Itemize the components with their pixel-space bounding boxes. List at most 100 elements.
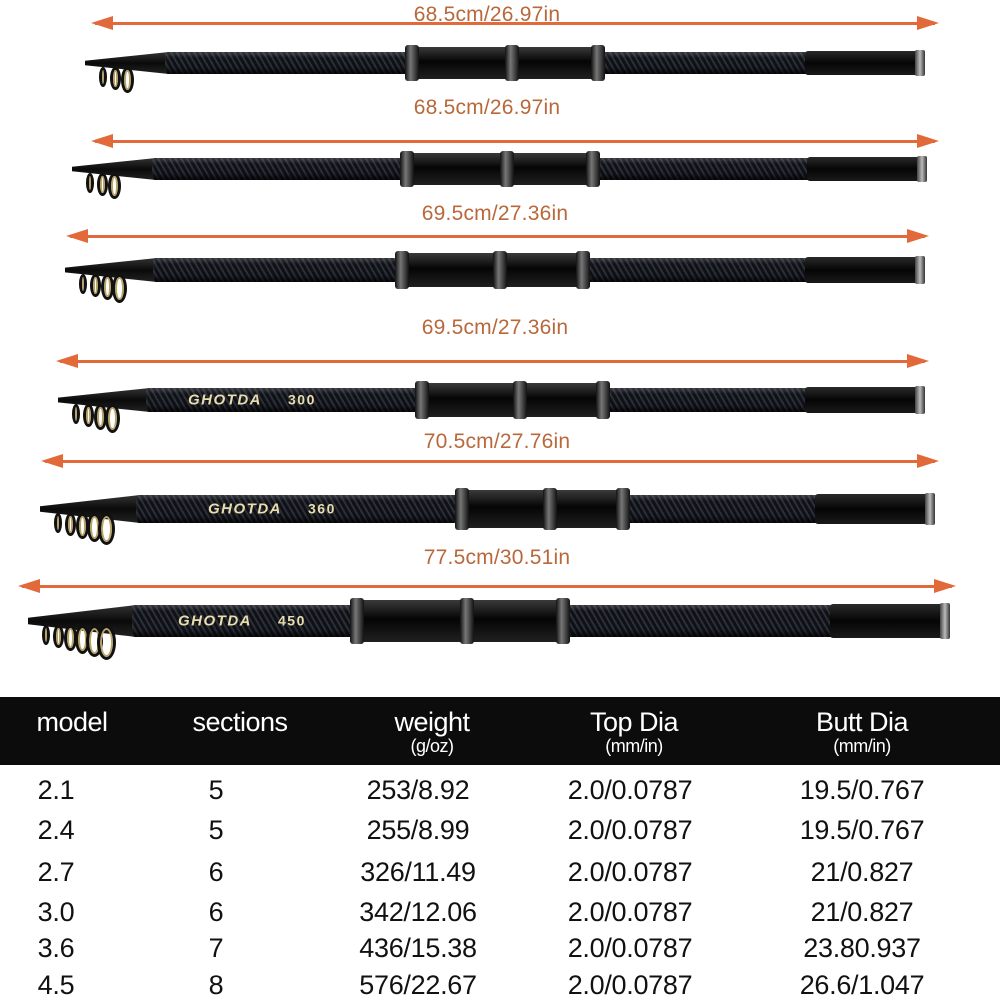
reel-seat-ring: [492, 251, 507, 289]
fishing-rod: GHOTDA 300: [58, 381, 925, 433]
table-row: 2.1 5 253/8.92 2.0/0.0787 19.5/0.767: [0, 775, 1000, 811]
table-cell: 23.80.937: [803, 933, 921, 963]
brand-name: GHOTDA: [178, 612, 252, 630]
header-weight: weight (g/oz): [394, 707, 470, 757]
butt-cap: [940, 603, 950, 639]
table-cell: 2.0/0.0787: [567, 897, 693, 927]
butt-grip: [805, 257, 925, 283]
reel-seat-ring: [512, 381, 527, 419]
header-label: sections: [192, 707, 288, 737]
reel-seat-ring: [500, 151, 514, 187]
table-row: 3.6 7 436/15.38 2.0/0.0787 23.80.937: [0, 933, 1000, 969]
table-cell: 2.0/0.0787: [567, 933, 693, 963]
fishing-rod: [85, 45, 925, 93]
brand-logo: GHOTDA 300: [188, 392, 316, 409]
line-guide-icon: [110, 67, 121, 90]
line-guide-icon: [79, 274, 88, 294]
header-unit: (g/oz): [410, 736, 454, 756]
reel-seat-ring: [415, 381, 429, 419]
table-cell: 2.0/0.0787: [567, 815, 693, 845]
line-guide-icon: [72, 404, 81, 424]
butt-cap: [915, 256, 925, 284]
brand-logo: GHOTDA 450: [178, 613, 306, 630]
table-row: 2.4 5 255/8.99 2.0/0.0787 19.5/0.767: [0, 815, 1000, 851]
reel-seat-ring: [395, 251, 409, 289]
butt-grip: [815, 494, 935, 524]
butt-grip: [830, 604, 950, 638]
reel-seat-ring: [460, 598, 474, 644]
table-cell: 2.0/0.0787: [567, 857, 693, 887]
length-label: 77.5cm/30.51in: [423, 546, 571, 569]
header-model: model: [36, 707, 108, 737]
fishing-rod: [72, 151, 927, 199]
model-mark: 360: [308, 500, 336, 517]
butt-cap: [915, 50, 925, 76]
table-cell: 255/8.99: [366, 815, 470, 845]
reel-seat-ring: [616, 488, 630, 530]
butt-grip: [805, 387, 925, 413]
length-label: 68.5cm/26.97in: [413, 3, 561, 26]
line-guide-icon: [83, 404, 94, 427]
header-top-dia: Top Dia (mm/in): [590, 709, 679, 757]
header-butt-dia: Butt Dia (mm/in): [816, 709, 909, 757]
butt-cap: [917, 156, 927, 182]
fishing-rod: [65, 251, 925, 303]
reel-seat-ring: [576, 251, 590, 289]
header-label: model: [36, 707, 108, 737]
line-guide-icon: [98, 513, 115, 545]
length-label: 69.5cm/27.36in: [421, 316, 569, 339]
line-guide-icon: [97, 625, 116, 660]
butt-grip: [807, 157, 927, 181]
table-cell: 5: [208, 775, 224, 805]
table-cell: 2.0/0.0787: [567, 775, 693, 805]
table-cell: 436/15.38: [359, 933, 477, 963]
line-guide-icon: [97, 173, 108, 196]
butt-cap: [925, 493, 935, 525]
brand-logo: GHOTDA 360: [208, 501, 336, 518]
length-label: 70.5cm/27.76in: [423, 430, 571, 453]
line-guide-icon: [112, 274, 127, 303]
table-header: model sections weight (g/oz) Top Dia (mm/i…: [0, 697, 1000, 765]
reel-seat-ring: [400, 151, 414, 187]
line-guide-icon: [65, 513, 76, 536]
fishing-rod: GHOTDA 360: [40, 488, 935, 545]
table-cell: 326/11.49: [360, 857, 476, 887]
reel-seat-ring: [505, 45, 519, 81]
table-cell: 8: [208, 970, 224, 1000]
table-cell: 26.6/1.047: [799, 970, 925, 1000]
header-unit: (mm/in): [605, 736, 663, 756]
length-label: 69.5cm/27.36in: [421, 202, 569, 225]
line-guide-icon: [53, 625, 64, 648]
reel-seat-ring: [350, 598, 364, 644]
table-cell: 3.6: [37, 933, 75, 963]
table-row: 4.5 8 576/22.67 2.0/0.0787 26.6/1.047: [0, 970, 1000, 1006]
reel-seat-ring: [405, 45, 419, 81]
length-arrow: [91, 134, 939, 148]
table-cell: 19.5/0.767: [799, 775, 925, 805]
line-guide-icon: [86, 173, 95, 193]
reel-seat-ring: [542, 488, 557, 530]
length-arrow: [91, 16, 939, 30]
brand-name: GHOTDA: [188, 391, 262, 409]
brand-name: GHOTDA: [208, 500, 282, 518]
table-cell: 7: [208, 933, 224, 963]
length-arrow: [66, 229, 929, 243]
butt-cap: [915, 386, 925, 414]
table-cell: 3.0: [37, 897, 75, 927]
model-mark: 450: [278, 612, 306, 629]
table-cell: 2.1: [37, 775, 75, 805]
table-cell: 6: [208, 857, 224, 887]
line-guide-icon: [121, 67, 134, 93]
table-cell: 5: [208, 815, 224, 845]
line-guide-icon: [108, 173, 121, 199]
line-guide-icon: [90, 274, 101, 297]
reel-seat-ring: [591, 45, 605, 81]
model-mark: 300: [288, 391, 316, 408]
length-label: 68.5cm/26.97in: [413, 96, 561, 119]
header-unit: (mm/in): [833, 736, 891, 756]
table-row: 2.7 6 326/11.49 2.0/0.0787 21/0.827: [0, 857, 1000, 893]
line-guide-icon: [99, 67, 108, 87]
line-guide-icon: [42, 625, 51, 645]
table-cell: 2.4: [37, 815, 75, 845]
header-label: weight: [394, 707, 470, 737]
